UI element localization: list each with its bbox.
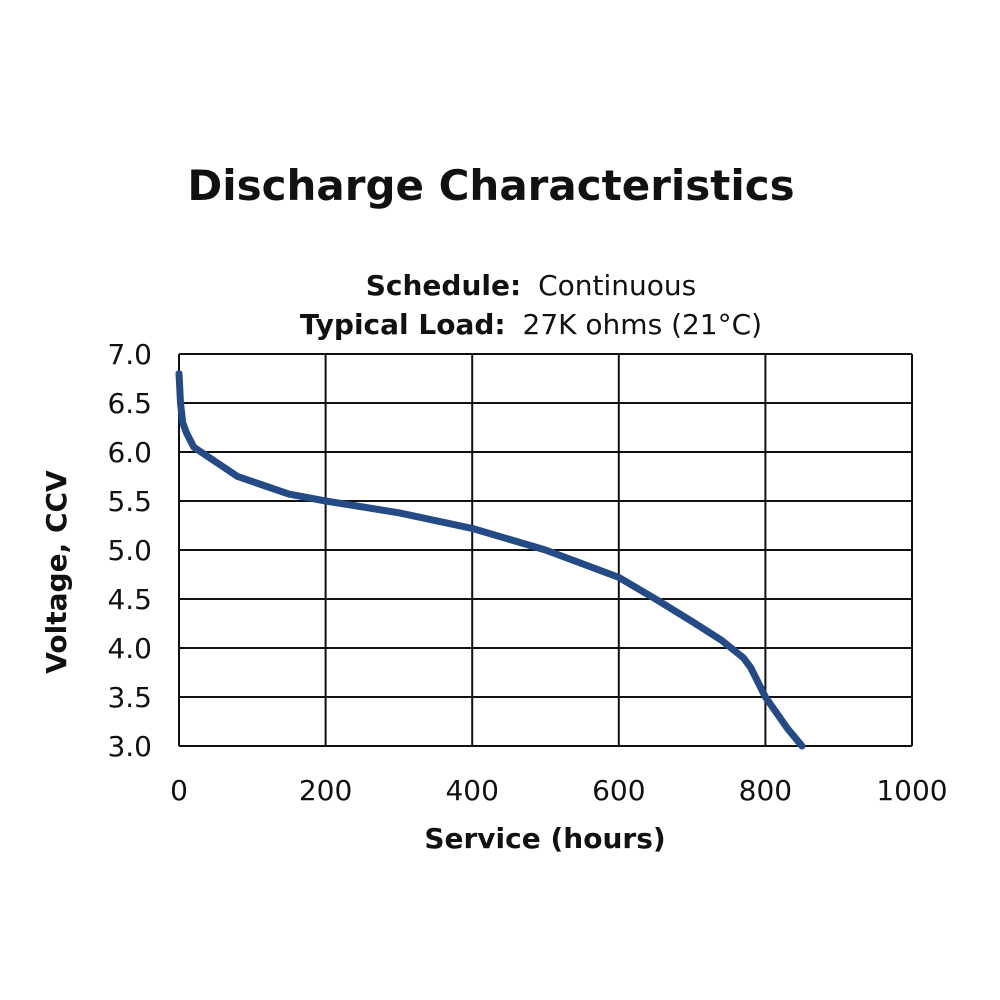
x-axis-label: Service (hours): [424, 822, 665, 855]
load-label: Typical Load:: [300, 308, 506, 341]
chart-subtitle-load: Typical Load: 27K ohms (21°C): [300, 308, 762, 341]
chart-title: Discharge Characteristics: [187, 161, 794, 210]
y-tick-label: 4.0: [107, 632, 152, 665]
y-tick-label: 3.5: [107, 681, 152, 714]
y-axis-label: Voltage, CCV: [40, 470, 73, 674]
y-tick-labels: 7.0 6.5 6.0 5.5 5.0 4.5 4.0 3.5 3.0: [107, 338, 152, 763]
y-tick-label: 6.5: [107, 387, 152, 420]
chart-subtitle-schedule: Schedule: Continuous: [366, 269, 697, 302]
x-tick-label: 800: [739, 774, 792, 807]
y-tick-label: 6.0: [107, 436, 152, 469]
schedule-label: Schedule:: [366, 269, 521, 302]
y-tick-label: 4.5: [107, 583, 152, 616]
y-tick-label: 5.5: [107, 485, 152, 518]
x-tick-labels: 0 200 400 600 800 1000: [170, 774, 948, 807]
y-tick-label: 7.0: [107, 338, 152, 371]
x-tick-label: 1000: [876, 774, 947, 807]
x-tick-label: 200: [299, 774, 352, 807]
x-tick-label: 600: [592, 774, 645, 807]
grid: [178, 353, 913, 747]
y-tick-label: 3.0: [107, 730, 152, 763]
series-line: [175, 370, 806, 750]
y-tick-label: 5.0: [107, 534, 152, 567]
schedule-value: Continuous: [538, 269, 696, 302]
x-tick-label: 400: [445, 774, 498, 807]
load-value: 27K ohms (21°C): [523, 308, 763, 341]
x-tick-label: 0: [170, 774, 188, 807]
